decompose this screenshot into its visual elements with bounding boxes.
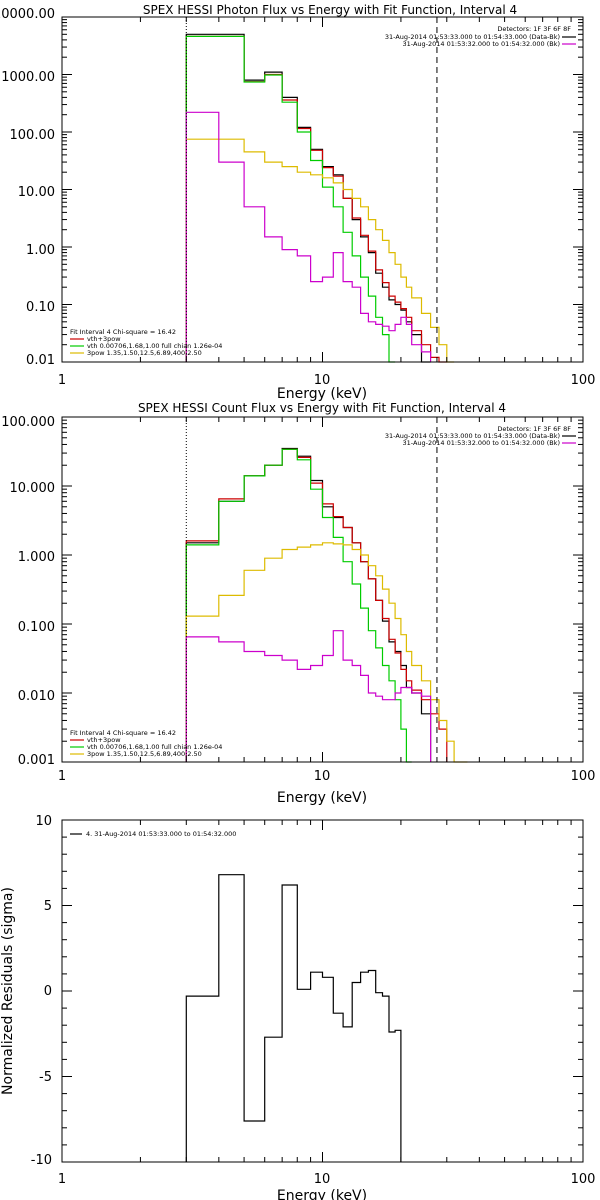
info-data-interval: 31-Aug-2014 01:53:33.000 to 01:54:33.000…	[385, 432, 560, 440]
x-tick-label: 10	[314, 769, 331, 784]
x-tick-label: 10	[314, 373, 331, 388]
x-tick-label: 10	[314, 1172, 331, 1187]
photon-flux-ticks	[61, 16, 584, 363]
series-data	[185, 447, 432, 762]
y-tick-label: -5	[39, 1070, 52, 1085]
x-tick-label: 100	[571, 769, 596, 784]
x-tick-label: 100	[571, 1172, 596, 1187]
residuals-panel: 10 5 0 -5 -10 1 10 100 Energy (keV) Norm…	[0, 814, 595, 1200]
count-flux-legend: Fit Interval 4 Chi-square = 16.42 vth+3p…	[70, 729, 222, 758]
x-tick-label: 1	[58, 1172, 66, 1187]
photon-flux-x-axis-label: Energy (keV)	[277, 386, 367, 402]
legend-fit-info: Fit Interval 4 Chi-square = 16.42	[70, 328, 176, 336]
photon-flux-info: Detectors: 1F 3F 6F 8F 31-Aug-2014 01:53…	[385, 25, 576, 48]
photon-flux-y-tick-labels: 10000.00 1000.00 100.00 10.00 1.00 0.10 …	[0, 7, 55, 368]
y-tick-label: 0.10	[26, 300, 55, 315]
photon-flux-title: SPEX HESSI Photon Flux vs Energy with Fi…	[143, 3, 517, 17]
series-vth-3pow	[185, 448, 448, 762]
y-tick-label: 1.00	[26, 243, 55, 258]
info-bk-interval: 31-Aug-2014 01:53:32.000 to 01:54:32.000…	[403, 40, 560, 48]
info-detectors: Detectors: 1F 3F 6F 8F	[497, 25, 571, 33]
series-data	[185, 33, 431, 363]
y-tick-label: 0.010	[18, 689, 55, 704]
series-vth	[185, 35, 396, 363]
residuals-x-tick-labels: 1 10 100	[58, 1172, 596, 1187]
info-data-interval: 31-Aug-2014 01:53:33.000 to 01:54:33.000…	[385, 33, 560, 41]
y-tick-label: 1.000	[18, 550, 55, 565]
residuals-x-axis-label: Energy (keV)	[277, 1188, 367, 1200]
legend-fit-info: Fit Interval 4 Chi-square = 16.42	[70, 729, 176, 737]
series-3pow	[185, 542, 468, 763]
photon-flux-x-tick-labels: 1 10 100	[58, 373, 596, 388]
y-tick-label: 0.001	[18, 753, 55, 768]
y-tick-label: 0.01	[26, 353, 55, 368]
count-flux-y-tick-labels: 100.000 10.000 1.000 0.100 0.010 0.001	[1, 415, 55, 768]
y-tick-label: 10.00	[18, 185, 55, 200]
legend-item-3pow: 3pow 1.35,1.50,12.5,6.89,400,2.50	[87, 349, 202, 357]
count-flux-range-lines	[185, 417, 438, 762]
residuals-legend: 4. 31-Aug-2014 01:53:33.000 to 01:54:32.…	[70, 830, 236, 838]
residuals-series-group	[185, 874, 402, 1162]
y-tick-label: 0	[44, 984, 52, 999]
info-detectors: Detectors: 1F 3F 6F 8F	[497, 425, 571, 433]
x-tick-label: 1	[58, 373, 66, 388]
x-tick-label: 1	[58, 769, 66, 784]
legend-item-vth: vth 0.00706,1.68,1.00 full chian 1.26e-0…	[87, 342, 222, 350]
series-background	[185, 630, 432, 762]
info-bk-interval: 31-Aug-2014 01:53:32.000 to 01:54:32.000…	[403, 439, 560, 447]
residuals-y-tick-labels: 10 5 0 -5 -10	[31, 814, 52, 1168]
y-tick-label: 10	[35, 814, 52, 829]
series-4-31-aug-2014-01-53-33-000-to-01-54-32-000	[185, 874, 402, 1162]
count-flux-info: Detectors: 1F 3F 6F 8F 31-Aug-2014 01:53…	[385, 425, 576, 447]
series-background	[185, 111, 432, 362]
photon-flux-plot-frame	[61, 16, 584, 363]
photon-flux-range-lines	[185, 17, 438, 362]
series-vth	[185, 448, 412, 763]
legend-item-fit: vth+3pow	[87, 335, 121, 343]
y-tick-label: 10000.00	[0, 7, 55, 22]
series-3pow	[185, 138, 455, 363]
x-tick-label: 100	[571, 373, 596, 388]
legend-item-vth: vth 0.00706,1.68,1.00 full chian 1.26e-0…	[87, 743, 222, 751]
legend-item-3pow: 3pow 1.35,1.50,12.5,6.89,400,2.50	[87, 750, 202, 758]
y-tick-label: 100.000	[1, 415, 55, 430]
y-tick-label: 5	[44, 899, 52, 914]
y-tick-label: 10.000	[10, 481, 56, 496]
photon-flux-legend: Fit Interval 4 Chi-square = 16.42 vth+3p…	[70, 328, 222, 357]
legend-item-fit: vth+3pow	[87, 736, 121, 744]
photon-flux-panel: SPEX HESSI Photon Flux vs Energy with Fi…	[0, 3, 595, 402]
count-flux-ticks	[61, 416, 584, 763]
count-flux-x-axis-label: Energy (keV)	[277, 790, 367, 806]
residuals-y-axis-label: Normalized Residuals (sigma)	[0, 887, 16, 1095]
y-tick-label: 1000.00	[1, 70, 55, 85]
count-flux-series-group	[185, 447, 468, 763]
y-tick-label: 0.100	[18, 620, 55, 635]
y-tick-label: 100.00	[10, 128, 56, 143]
count-flux-plot-frame	[61, 416, 584, 763]
photon-flux-series-group	[185, 33, 455, 363]
count-flux-title: SPEX HESSI Count Flux vs Energy with Fit…	[138, 401, 506, 415]
residuals-plot-frame	[61, 819, 584, 1163]
residuals-ticks	[61, 819, 584, 1163]
y-tick-label: -10	[31, 1153, 52, 1168]
count-flux-x-tick-labels: 1 10 100	[58, 769, 596, 784]
series-vth-3pow	[185, 35, 447, 363]
legend-item-residuals: 4. 31-Aug-2014 01:53:33.000 to 01:54:32.…	[86, 830, 236, 838]
count-flux-panel: SPEX HESSI Count Flux vs Energy with Fit…	[1, 401, 595, 806]
